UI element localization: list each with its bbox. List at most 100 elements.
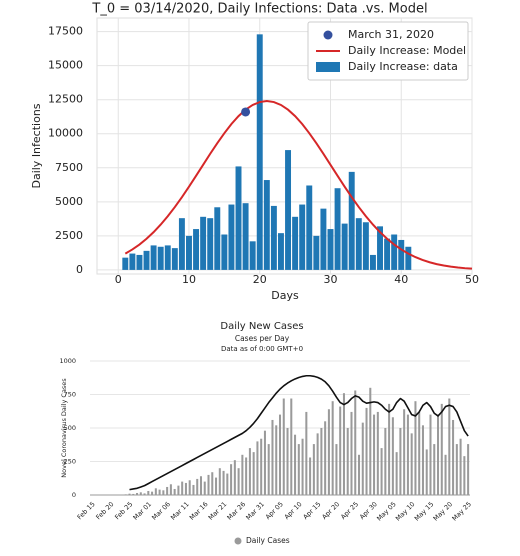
bar [455, 444, 458, 495]
bar [467, 444, 470, 495]
bar [122, 257, 129, 270]
y-tick-label: 0 [76, 263, 83, 276]
bar [124, 494, 127, 495]
bar [166, 486, 169, 495]
bar [173, 488, 176, 495]
bar [406, 414, 409, 495]
legend-label: Daily Increase: Model [348, 44, 466, 57]
bar [136, 492, 139, 495]
bar [286, 428, 289, 495]
x-tick-label: Mar 16 [188, 500, 210, 522]
x-tick-label: Apr 05 [264, 500, 285, 521]
y-tick-label: 10000 [48, 127, 83, 140]
bar [306, 185, 313, 270]
bar [285, 150, 292, 270]
legend-swatch [323, 30, 333, 40]
bar [188, 480, 191, 495]
bar [171, 248, 178, 270]
bar [186, 235, 192, 270]
bar [388, 403, 391, 495]
bar [129, 253, 136, 270]
bar [376, 411, 379, 495]
bar [263, 180, 270, 270]
bar [320, 428, 323, 495]
bar [294, 434, 297, 495]
x-tick-label: May 25 [450, 500, 472, 522]
bar [237, 468, 240, 495]
bar [248, 448, 251, 495]
bar [260, 438, 263, 495]
y-tick-label: 1000 [59, 357, 76, 365]
bar [150, 245, 157, 270]
bar [207, 474, 210, 495]
bar [151, 491, 154, 495]
bar [309, 457, 312, 495]
y-tick-label: 17500 [48, 25, 83, 38]
y-axis-label: Novel Coronavirus Daily Cases [60, 378, 68, 478]
bar [214, 207, 221, 270]
x-tick-label: Feb 15 [76, 500, 97, 521]
bar [369, 387, 372, 495]
legend-box [307, 21, 469, 81]
chart-subtitle: Cases per Day [235, 334, 290, 343]
legend-label: Daily Increase: data [348, 60, 458, 73]
x-tick-label: Mar 21 [207, 500, 229, 522]
x-tick-label: 50 [465, 273, 479, 286]
bar [429, 414, 432, 495]
y-tick-label: 750 [64, 391, 76, 399]
bar [339, 406, 342, 495]
bar [164, 245, 171, 270]
bar [384, 238, 391, 270]
bar [143, 493, 146, 495]
bar [403, 409, 406, 495]
bar [414, 401, 417, 495]
x-tick-label: May 15 [413, 500, 435, 522]
x-tick-label: 20 [253, 273, 267, 286]
legend-label: Daily Cases [246, 536, 290, 545]
bar [348, 171, 355, 270]
bar [405, 246, 412, 270]
bar [373, 414, 376, 495]
trend-line [129, 374, 469, 491]
legend-swatch [316, 62, 340, 72]
model-line [124, 100, 473, 270]
bar [290, 398, 293, 495]
bar [184, 482, 187, 495]
bar [305, 411, 308, 495]
x-tick-label: Apr 25 [339, 500, 360, 521]
bar [211, 472, 214, 495]
bar [196, 478, 199, 495]
chart-title: Daily New Cases [220, 321, 303, 332]
bar [327, 409, 330, 495]
bar [391, 234, 398, 270]
x-tick-label: 40 [394, 273, 408, 286]
bar [256, 34, 263, 270]
bar [275, 425, 278, 495]
bar [263, 430, 266, 495]
y-tick-label: 250 [64, 458, 76, 466]
y-tick-label: 2500 [55, 229, 83, 242]
x-tick-label: May 20 [432, 500, 454, 522]
bar [342, 393, 345, 495]
bar [226, 473, 229, 495]
bar [256, 441, 259, 495]
bar [252, 452, 255, 495]
chart-title: T_0 = 03/14/2020, Daily Infections: Data… [91, 2, 427, 17]
bar [200, 216, 207, 270]
bar [341, 223, 348, 270]
bar [320, 208, 327, 270]
bar [421, 425, 424, 495]
x-tick-label: 0 [115, 273, 122, 286]
y-tick-label: 500 [64, 424, 76, 432]
bar [282, 398, 285, 495]
bar [192, 484, 195, 495]
bar [181, 481, 184, 495]
bar [245, 457, 248, 495]
bar [292, 216, 299, 270]
bar [362, 222, 369, 270]
bar [301, 438, 304, 495]
bar [215, 477, 218, 495]
x-tick-label: Apr 15 [302, 500, 323, 521]
bar [354, 390, 357, 495]
